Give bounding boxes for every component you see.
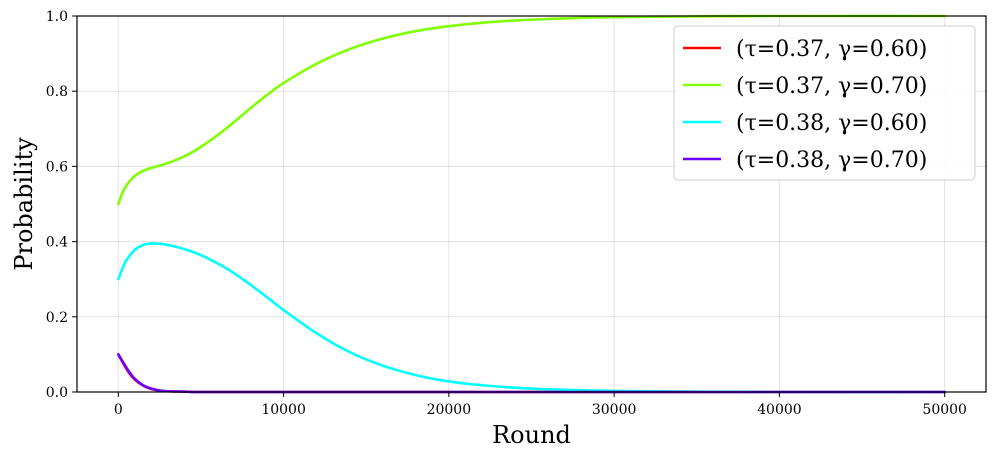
y-tick-label: 0.6 bbox=[46, 159, 68, 175]
y-tick-label: 0.8 bbox=[46, 84, 68, 100]
legend-label: (τ=0.38, γ=0.60) bbox=[736, 111, 927, 136]
x-axis-ticks: 0 10000 20000 30000 40000 50000 bbox=[114, 392, 967, 418]
series-line-1 bbox=[117, 353, 946, 394]
legend-label: (τ=0.38, γ=0.70) bbox=[736, 148, 927, 173]
x-tick-label: 40000 bbox=[757, 402, 802, 418]
legend-label: (τ=0.37, γ=0.70) bbox=[736, 74, 927, 99]
x-tick-label: 30000 bbox=[592, 402, 637, 418]
x-tick-label: 20000 bbox=[427, 402, 472, 418]
y-tick-label: 0.2 bbox=[46, 310, 68, 326]
y-axis-ticks: 0.0 0.2 0.4 0.6 0.8 1.0 bbox=[46, 9, 77, 401]
legend-label: (τ=0.37, γ=0.60) bbox=[736, 37, 927, 62]
x-tick-label: 10000 bbox=[261, 402, 306, 418]
x-tick-label: 50000 bbox=[922, 402, 967, 418]
plot-frame bbox=[76, 15, 987, 393]
legend-box bbox=[673, 25, 976, 181]
x-tick-label: 0 bbox=[114, 402, 123, 418]
legend: (τ=0.37, γ=0.60) (τ=0.37, γ=0.70) (τ=0.38,… bbox=[673, 25, 976, 181]
y-tick-label: 0.0 bbox=[46, 385, 68, 401]
series-line-2 bbox=[117, 14, 946, 206]
y-tick-label: 1.0 bbox=[46, 9, 68, 25]
x-axis-title: Round bbox=[492, 421, 571, 449]
series-line-3 bbox=[117, 242, 946, 394]
y-axis-title: Probability bbox=[10, 137, 38, 271]
y-tick-label: 0.4 bbox=[46, 235, 68, 251]
series-line-4 bbox=[117, 353, 946, 394]
